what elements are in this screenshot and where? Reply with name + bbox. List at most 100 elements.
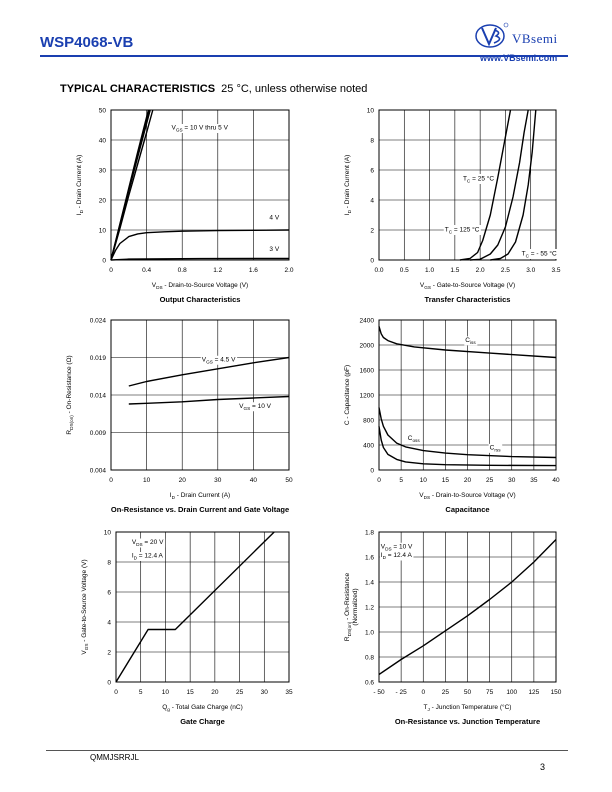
plot-frame [378,109,557,261]
y-axis-label-main: I [344,213,351,215]
annotation-label-subscript: C [449,230,453,235]
x-tick-label: 10 [420,477,428,484]
y-axis-label-rest: - Gate-to-Source Voltage (V) [81,559,88,643]
series-line-0 [459,109,512,261]
y-axis-label-rest: - Drain Current (A) [344,155,351,210]
document-code: QMMJSRRJL [90,753,139,762]
x-tick-label: 20 [464,477,472,484]
x-axis-label-rest: - Drain-to-Source Voltage (V) [163,282,249,289]
x-axis-label-main: V [152,282,157,289]
chart-c3: 0 10 20 30 40 50 0.004 0.009 0.014 0.019 0.024 VGS … [66,317,293,514]
annotation-label-rest: = 10 V thru 5 V [183,125,229,132]
y-tick-label: 2400 [360,317,375,324]
annotation-label-subscript: GS [176,128,183,133]
y-tick-label: 0.024 [90,317,107,324]
y-tick-label: 10 [99,227,107,234]
annotation-label: 3 V [269,246,279,253]
annotation-bg [170,124,230,133]
x-axis-label-rest: - Drain-to-Source Voltage (V) [430,492,516,499]
series-line-1 [378,407,557,459]
plot-frame [115,531,290,683]
annotation-label-main: C [465,337,470,344]
annotation-label: TC = 125 °C [445,226,480,235]
annotation-bg [488,443,503,453]
x-tick-label: 40 [552,477,560,484]
annotation-bg [200,355,238,365]
annotation-label: Coss [408,435,421,443]
x-axis-label-main: I [170,492,172,499]
x-tick-label: 0 [421,689,425,696]
annotation-label: 4 V [269,215,279,222]
x-tick-label: 75 [486,689,494,696]
annotation-label-main: V [132,539,137,546]
annotation-label-subscript: iss [470,340,476,345]
x-tick-label: 10 [162,689,170,696]
x-tick-label: 2.5 [501,267,510,274]
annotation-label: Crss [490,444,502,452]
annotation-label-subscript: GS [244,406,251,411]
annotation-label-rest: = 10 V [250,403,271,410]
y-axis-label-main: R [344,636,351,641]
chart-title: Capacitance [445,505,489,514]
y-axis-label-rest: - On-Resistance [344,573,351,622]
annotation-label-rest: = 20 V [143,539,164,546]
series-line-0 [378,539,557,676]
chart-title: Output Characteristics [160,295,241,304]
x-tick-label: 20 [211,689,219,696]
annotation-label: VDS = 10 V [381,543,413,551]
x-axis-label-main: V [420,282,425,289]
annotation-label: TC = 25 °C [463,175,494,184]
x-tick-label: 30 [214,477,222,484]
y-tick-label: 0.014 [90,392,107,399]
y-axis-label-subscript: D [79,209,84,213]
chart-title: On-Resistance vs. Junction Temperature [395,717,540,726]
plot-frame [110,319,290,471]
y-tick-label: 6 [370,167,374,174]
x-axis-label-rest: - Drain Current (A) [175,492,230,499]
x-tick-label: 0.8 [178,267,187,274]
y-tick-label: 10 [367,107,375,114]
y-axis-label-main: I [76,213,83,215]
y-axis-label: RDS(on) - On-Resistance (Ω) [66,355,74,434]
annotation-bg [461,174,496,184]
annotation-label-main: T [463,176,467,183]
x-axis-label: ID - Drain Current (A) [170,492,230,500]
y-axis-label: ID - Drain Current (A) [344,155,352,215]
y-tick-label: 2 [107,649,111,656]
annotation-bg [130,552,165,561]
annotation-label: VGS = 4.5 V [202,356,236,364]
annotation-label: Ciss [465,337,476,345]
y-axis-label-rest: - On-Resistance (Ω) [66,355,73,415]
y-tick-label: 8 [370,137,374,144]
website-link[interactable]: www.VBsemi.com [480,53,558,63]
y-axis-label-main: V [81,650,88,655]
y-axis-label: VGS - Gate-to-Source Voltage (V) [81,559,89,654]
y-tick-label: 4 [370,197,374,204]
x-tick-label: 35 [530,477,538,484]
x-tick-label: 0 [109,267,113,274]
series-line-2 [378,426,557,467]
annotation-label-subscript: oss [412,438,420,443]
y-tick-label: 1.8 [365,529,374,536]
annotation-bg [443,225,481,235]
y-axis-label: ID - Drain Current (A) [76,155,84,215]
x-tick-label: - 25 [396,689,408,696]
annotation-label-rest: = 12.4 A [137,553,164,560]
annotation-label-subscript: D [383,555,387,560]
annotation-label: ID = 12.4 A [381,552,413,560]
x-tick-label: 40 [250,477,258,484]
x-tick-label: 25 [442,689,450,696]
annotation-label-main: T [522,251,526,258]
x-tick-label: 25 [236,689,244,696]
annotation-label: VGS = 10 V thru 5 V [172,125,229,133]
footer-rule [46,750,568,751]
x-tick-label: 0.5 [400,267,409,274]
chart-c4: 0 5 10 15 20 25 30 35 4004008001200160020002400C… [344,317,560,514]
y-tick-label: 40 [99,137,107,144]
annotation-bg [520,249,558,259]
x-tick-label: 0.4 [142,267,151,274]
series-line-5 [110,257,289,261]
annotation-label-main: T [445,227,449,234]
y-tick-label: 1600 [360,367,375,374]
